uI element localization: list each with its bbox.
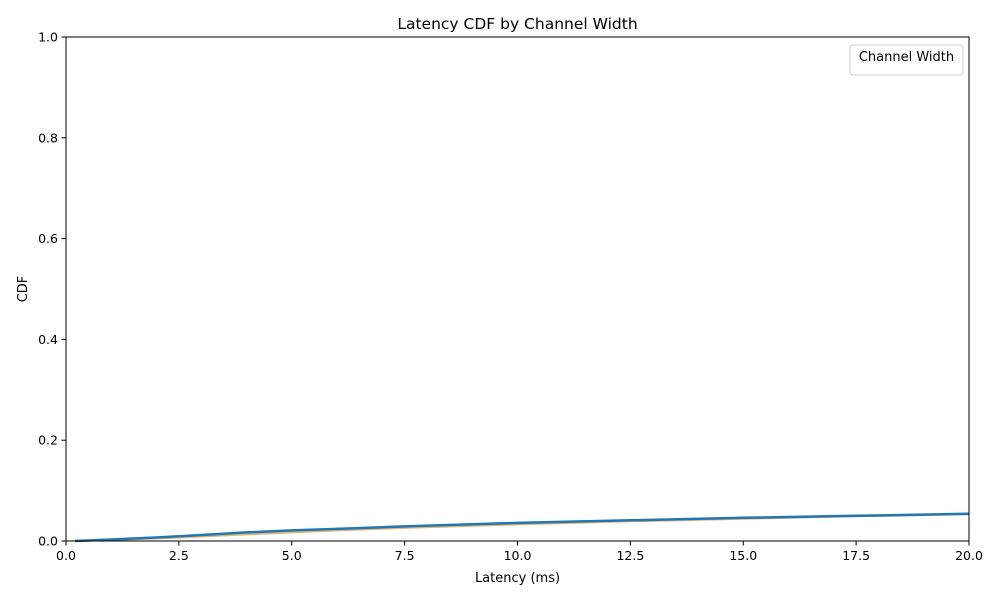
y-tick-label: 0.4 xyxy=(38,332,58,347)
legend: Channel Width xyxy=(849,44,964,76)
y-tick-label: 0.8 xyxy=(38,130,58,145)
x-tick-label: 12.5 xyxy=(616,548,644,563)
x-tick-label: 17.5 xyxy=(842,548,870,563)
x-tick-label: 0.0 xyxy=(56,548,76,563)
y-tick-label: 0.2 xyxy=(38,433,58,448)
x-tick-label: 5.0 xyxy=(282,548,302,563)
x-tick-label: 10.0 xyxy=(504,548,532,563)
chart-title: Latency CDF by Channel Width xyxy=(397,15,637,33)
x-tick-label: 15.0 xyxy=(729,548,757,563)
x-tick-label: 20.0 xyxy=(955,548,983,563)
legend-box xyxy=(849,44,964,76)
x-tick-label: 7.5 xyxy=(395,548,415,563)
y-tick-label: 0.6 xyxy=(38,231,58,246)
series-line-1 xyxy=(74,513,970,542)
y-axis: 0.0 0.2 0.4 0.6 0.8 1.0 xyxy=(38,30,66,549)
x-tick-label: 2.5 xyxy=(169,548,189,563)
legend-title: Channel Width xyxy=(859,50,954,65)
y-tick-label: 1.0 xyxy=(38,30,58,45)
series-line-2 xyxy=(74,512,970,543)
x-axis-label: Latency (ms) xyxy=(475,571,560,586)
plot-frame xyxy=(65,36,970,542)
y-axis-label: CDF xyxy=(16,276,31,303)
x-axis: 0.0 2.5 5.0 7.5 10.0 12.5 15.0 17.5 20.0 xyxy=(56,541,983,563)
series-layer xyxy=(74,512,970,543)
y-tick-label: 0.0 xyxy=(38,534,58,549)
